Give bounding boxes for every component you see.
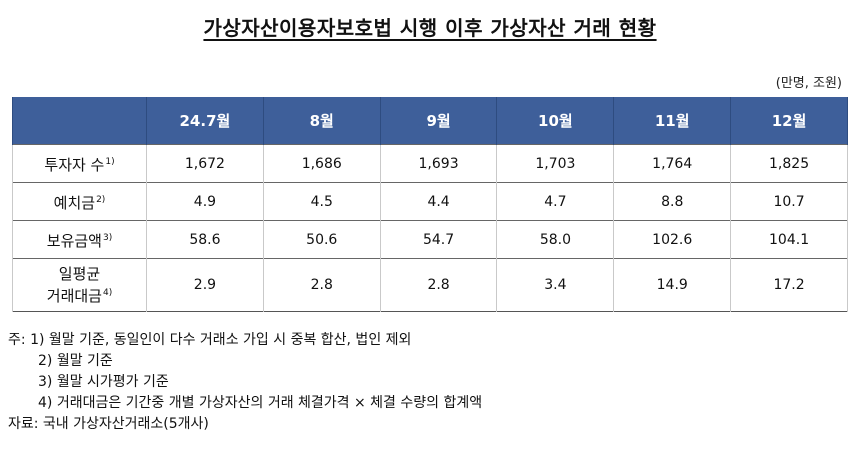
table-row: 예치금2) 4.9 4.5 4.4 4.7 8.8 10.7 <box>12 182 848 221</box>
table-cell: 14.9 <box>613 258 732 312</box>
footnote-line: 2) 월말 기준 <box>8 351 853 372</box>
table-cell: 50.6 <box>262 220 381 259</box>
table-header-row: 24.7월 8월 9월 10월 11월 12월 <box>12 97 848 145</box>
footnote-text: 1) 월말 기준, 동일인이 다수 거래소 가입 시 중복 합산, 법인 제외 <box>30 332 412 348</box>
table-cell: 4.5 <box>262 182 381 221</box>
row-label: 보유금액3) <box>12 220 147 259</box>
table-cell: 2.8 <box>379 258 498 312</box>
column-header: 11월 <box>613 97 732 145</box>
footnote-text: 2) 월말 기준 <box>38 353 113 369</box>
row-label-text: 일평균 <box>58 264 101 283</box>
footnote-text: 3) 월말 시가평가 기준 <box>38 374 169 390</box>
footnote-marker: 4) <box>102 287 113 298</box>
row-label: 예치금2) <box>12 182 147 221</box>
row-label-text: 거래대금 <box>46 286 102 305</box>
page-title-text: 가상자산이용자보호법 시행 이후 가상자산 거래 현황 <box>203 16 657 40</box>
table-cell: 54.7 <box>379 220 498 259</box>
header-corner-cell <box>12 97 147 145</box>
column-header: 12월 <box>730 97 848 145</box>
column-header: 24.7월 <box>146 97 264 145</box>
table-cell: 58.6 <box>146 220 264 259</box>
row-label-text: 보유금액 <box>46 231 102 250</box>
footnote-prefix: 주: <box>8 332 26 348</box>
table-cell: 58.0 <box>496 220 615 259</box>
table-cell: 102.6 <box>613 220 732 259</box>
table-cell: 1,693 <box>379 144 498 183</box>
footnote-marker: 3) <box>102 232 113 243</box>
table-cell: 4.7 <box>496 182 615 221</box>
table-cell: 1,686 <box>262 144 381 183</box>
column-header: 10월 <box>496 97 615 145</box>
table-cell: 2.8 <box>262 258 381 312</box>
footnote-line: 주: 1) 월말 기준, 동일인이 다수 거래소 가입 시 중복 합산, 법인 … <box>8 330 853 351</box>
table-cell: 1,764 <box>613 144 732 183</box>
footnotes: 주: 1) 월말 기준, 동일인이 다수 거래소 가입 시 중복 합산, 법인 … <box>8 330 853 435</box>
table-cell: 3.4 <box>496 258 615 312</box>
column-header: 9월 <box>379 97 498 145</box>
table-cell: 4.9 <box>146 182 264 221</box>
column-header: 8월 <box>262 97 381 145</box>
table-cell: 1,703 <box>496 144 615 183</box>
table-cell: 1,825 <box>730 144 848 183</box>
footnote-line: 3) 월말 시가평가 기준 <box>8 372 853 393</box>
table-cell: 4.4 <box>379 182 498 221</box>
table-cell: 8.8 <box>613 182 732 221</box>
page-title: 가상자산이용자보호법 시행 이후 가상자산 거래 현황 <box>0 12 860 41</box>
footnote-marker: 1) <box>105 156 115 167</box>
table-cell: 104.1 <box>730 220 848 259</box>
trading-status-table: 24.7월 8월 9월 10월 11월 12월 투자자 수1) 1,672 1,… <box>12 97 848 312</box>
source-line: 자료: 국내 가상자산거래소(5개사) <box>8 416 209 432</box>
footnote-line: 4) 거래대금은 기간중 개별 가상자산의 거래 체결가격 × 체결 수량의 합… <box>8 393 853 414</box>
footnote-marker: 2) <box>96 194 106 205</box>
table-cell: 2.9 <box>146 258 264 312</box>
table-cell: 10.7 <box>730 182 848 221</box>
unit-label: (만명, 조원) <box>775 76 842 91</box>
table-cell: 17.2 <box>730 258 848 312</box>
table-row: 투자자 수1) 1,672 1,686 1,693 1,703 1,764 1,… <box>12 144 848 183</box>
row-label: 투자자 수1) <box>12 144 147 183</box>
table-cell: 1,672 <box>146 144 264 183</box>
row-label-text: 예치금 <box>53 193 96 212</box>
footnote-text: 4) 거래대금은 기간중 개별 가상자산의 거래 체결가격 × 체결 수량의 합… <box>38 395 483 411</box>
table-row: 보유금액3) 58.6 50.6 54.7 58.0 102.6 104.1 <box>12 220 848 259</box>
row-label-text: 투자자 수 <box>44 155 105 174</box>
